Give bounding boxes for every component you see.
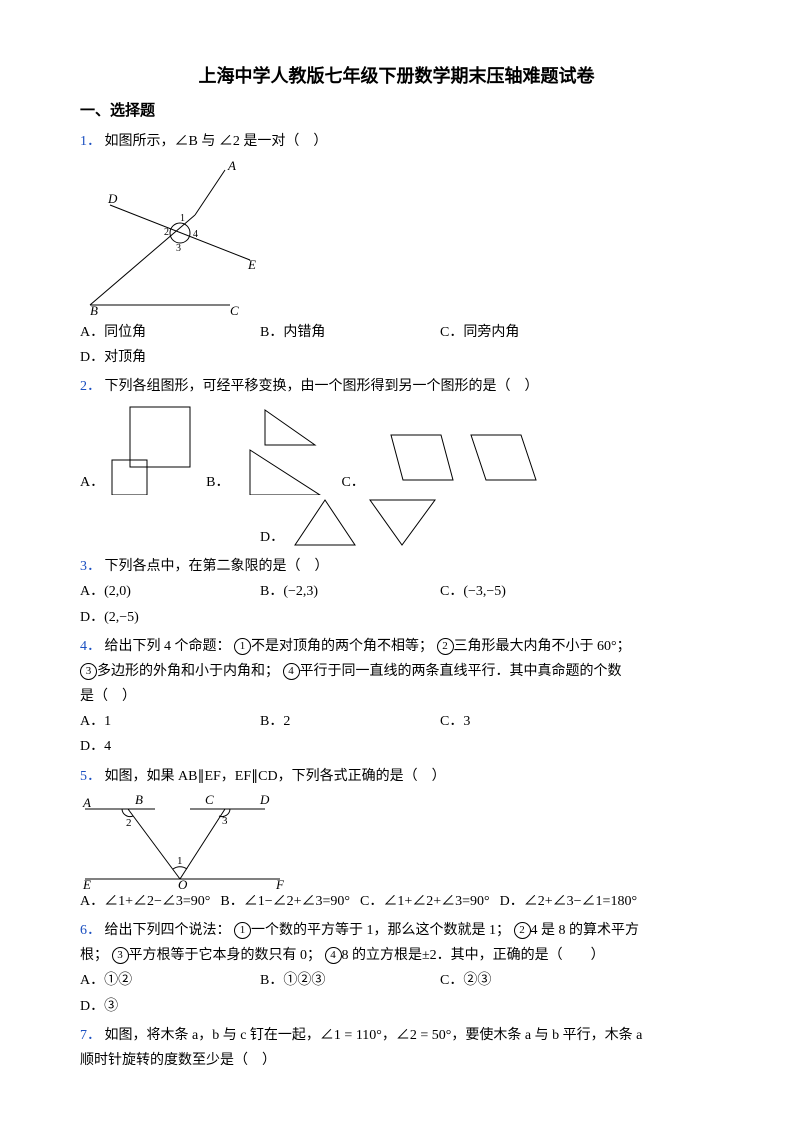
q1-options: A．同位角 B．内错角 C．同旁内角 D．对顶角 (80, 320, 713, 370)
q2-figures-row1: A． B． C． (80, 405, 713, 495)
svg-text:D: D (107, 191, 118, 206)
q3-optC: C．(−3,−5) (440, 579, 580, 604)
q2-labelC: C． (341, 470, 364, 495)
svg-text:3: 3 (222, 815, 228, 827)
svg-text:1: 1 (180, 213, 185, 224)
svg-text:C: C (205, 792, 214, 807)
q4-tail: 是（ ） (80, 689, 136, 704)
svg-text:2: 2 (126, 817, 132, 829)
q6-optC: C．②③ (440, 968, 580, 993)
q5-options: A．∠1+∠2−∠3=90° B．∠1−∠2+∠3=90° C．∠1+∠2+∠3… (80, 889, 713, 914)
q6-num: 6． (80, 923, 101, 938)
q1-text: 如图所示，∠B 与 ∠2 是一对（ ） (105, 134, 328, 149)
q4-optB: B．2 (260, 709, 400, 734)
q6-p4: 8 的立方根是±2．其中，正确的是（ ） (342, 948, 605, 963)
svg-text:C: C (230, 303, 239, 318)
q7-text: 如图，将木条 a，b 与 c 钉在一起，∠1 = 110°，∠2 = 50°，要… (105, 1028, 643, 1043)
svg-text:E: E (82, 877, 91, 889)
svg-text:2: 2 (164, 227, 169, 238)
q4-optC: C．3 (440, 709, 580, 734)
circled-2b: 2 (514, 922, 531, 939)
q4-p4: 平行于同一直线的两条直线平行．其中真命题的个数 (300, 664, 622, 679)
svg-text:D: D (259, 792, 270, 807)
q4-optD: D．4 (80, 734, 220, 759)
q6-options: A．①② B．①②③ C．②③ D．③ (80, 968, 713, 1018)
q5-optA: A．∠1+∠2−∠3=90° (80, 889, 210, 914)
q3-optA: A．(2,0) (80, 579, 220, 604)
svg-text:B: B (135, 792, 143, 807)
question-3: 3． 下列各点中，在第二象限的是（ ） (80, 554, 713, 579)
q6-p2b: 根； (80, 948, 108, 963)
q3-num: 3． (80, 559, 101, 574)
question-5: 5． 如图，如果 AB∥EF，EF∥CD，下列各式正确的是（ ） (80, 764, 713, 789)
q6-optA: A．①② (80, 968, 220, 993)
q4-text-a: 给出下列 4 个命题： (105, 639, 231, 654)
svg-text:A: A (82, 795, 91, 810)
question-7: 7． 如图，将木条 a，b 与 c 钉在一起，∠1 = 110°，∠2 = 50… (80, 1023, 713, 1073)
q4-options: A．1 B．2 C．3 D．4 (80, 709, 713, 759)
q2-labelB: B． (206, 470, 229, 495)
q1-optB: B．内错角 (260, 320, 400, 345)
q3-optB: B．(−2,3) (260, 579, 400, 604)
q1-optC: C．同旁内角 (440, 320, 580, 345)
q2-figures-row2: D． (260, 495, 713, 550)
svg-text:E: E (247, 257, 256, 272)
svg-text:3: 3 (176, 243, 181, 254)
q7-num: 7． (80, 1028, 101, 1043)
q5-optC: C．∠1+∠2+∠3=90° (360, 889, 490, 914)
q5-optB: B．∠1−∠2+∠3=90° (220, 889, 350, 914)
svg-text:O: O (178, 877, 188, 889)
question-6: 6． 给出下列四个说法： 1一个数的平方等于 1，那么这个数就是 1； 24 是… (80, 918, 713, 968)
q6-optB: B．①②③ (260, 968, 400, 993)
q5-num: 5． (80, 769, 101, 784)
q5-optD: D．∠2+∠3−∠1=180° (500, 889, 637, 914)
q6-optD: D．③ (80, 994, 220, 1019)
q7-text2: 顺时针旋转的度数至少是（ ） (80, 1053, 276, 1068)
q3-optD: D．(2,−5) (80, 605, 220, 630)
svg-text:4: 4 (193, 229, 198, 240)
q2-figA (110, 405, 200, 495)
q1-optD: D．对顶角 (80, 345, 220, 370)
svg-text:F: F (275, 877, 285, 889)
q1-optA: A．同位角 (80, 320, 220, 345)
q4-num: 4． (80, 639, 101, 654)
q2-text: 下列各组图形，可经平移变换，由一个图形得到另一个图形的是（ ） (105, 379, 539, 394)
q2-figB (235, 405, 335, 495)
q4-optA: A．1 (80, 709, 220, 734)
q2-labelD: D． (260, 525, 284, 550)
q1-figure: B C D A E 1 2 3 4 (80, 155, 713, 320)
q5-figure: A B C D E F O 1 2 3 (80, 789, 713, 889)
circled-1: 1 (234, 638, 251, 655)
q3-text: 下列各点中，在第二象限的是（ ） (105, 559, 329, 574)
circled-2: 2 (437, 638, 454, 655)
q2-figC (371, 425, 541, 495)
q3-options: A．(2,0) B．(−2,3) C．(−3,−5) D．(2,−5) (80, 579, 713, 629)
circled-4: 4 (283, 663, 300, 680)
q6-text-a: 给出下列四个说法： (105, 923, 231, 938)
svg-text:A: A (227, 158, 236, 173)
q2-num: 2． (80, 379, 101, 394)
q6-p1: 一个数的平方等于 1，那么这个数就是 1； (251, 923, 510, 938)
section-heading: 一、选择题 (80, 98, 713, 125)
q4-p3: 多边形的外角和小于内角和； (97, 664, 279, 679)
q6-p2: 4 是 8 的算术平方 (531, 923, 640, 938)
question-2: 2． 下列各组图形，可经平移变换，由一个图形得到另一个图形的是（ ） (80, 374, 713, 399)
q4-p1: 不是对顶角的两个角不相等； (251, 639, 433, 654)
svg-text:B: B (90, 303, 98, 318)
circled-4b: 4 (325, 947, 342, 964)
circled-3b: 3 (112, 947, 129, 964)
q2-labelA: A． (80, 470, 104, 495)
svg-text:1: 1 (177, 855, 183, 867)
circled-1b: 1 (234, 922, 251, 939)
page-title: 上海中学人教版七年级下册数学期末压轴难题试卷 (80, 60, 713, 92)
q2-figD (290, 495, 440, 550)
question-4: 4． 给出下列 4 个命题： 1不是对顶角的两个角不相等； 2三角形最大内角不小… (80, 634, 713, 710)
q6-p3: 平方根等于它本身的数只有 0； (129, 948, 322, 963)
q1-num: 1． (80, 134, 101, 149)
circled-3: 3 (80, 663, 97, 680)
question-1: 1． 如图所示，∠B 与 ∠2 是一对（ ） (80, 129, 713, 154)
q4-p2: 三角形最大内角不小于 60°； (454, 639, 631, 654)
q5-text: 如图，如果 AB∥EF，EF∥CD，下列各式正确的是（ ） (105, 769, 446, 784)
